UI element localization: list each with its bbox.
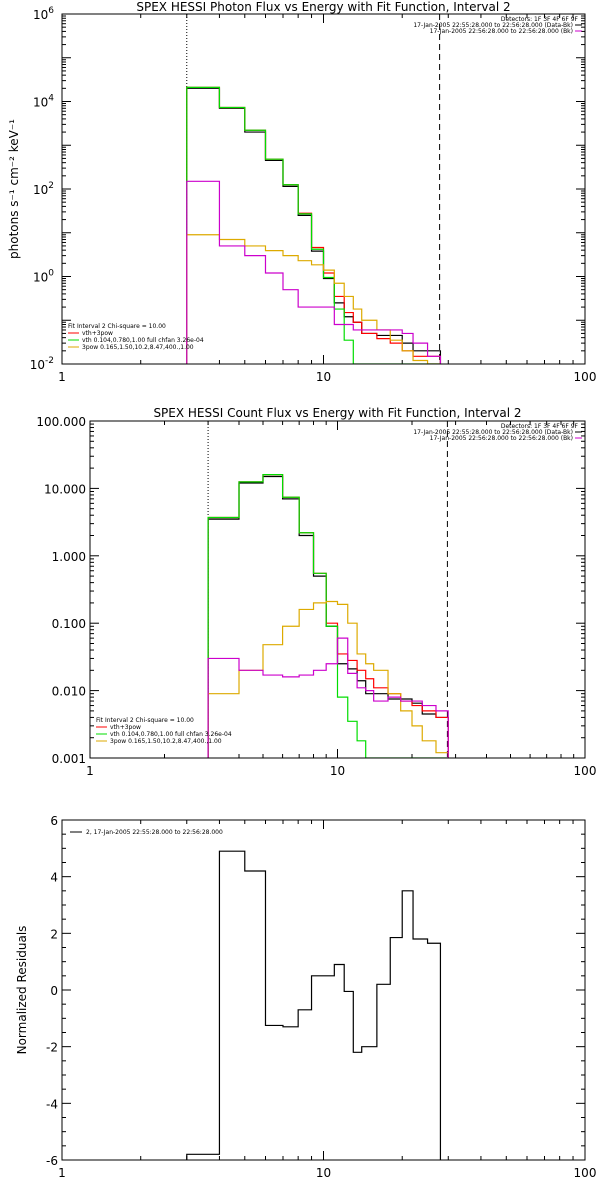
x-tick-label: 10: [316, 1166, 331, 1180]
x-tick-label: 10: [316, 370, 331, 384]
info-line-3: 17-Jan-2005 22:56:28.000 to 22:56:28.000…: [430, 435, 573, 442]
info-line-2: 17-Jan-2005 22:55:28.000 to 22:56:28.000…: [413, 22, 573, 29]
series-group: [207, 474, 449, 758]
y-tick-label: 6: [50, 814, 58, 828]
series-group: [186, 86, 442, 364]
panel-1: SPEX HESSI Photon Flux vs Energy with Fi…: [7, 0, 596, 384]
y-tick-label: -6: [46, 1154, 58, 1168]
series-vth: [207, 474, 449, 758]
series-3pow: [186, 234, 441, 364]
y-tick-label: 102: [33, 181, 54, 197]
legend-line-2: vth+3pow: [110, 724, 141, 731]
y-tick-label: 100: [33, 269, 54, 285]
x-tick-label: 100: [574, 1166, 597, 1180]
y-axis-ticks: [90, 423, 585, 759]
y-tick-label: 104: [33, 94, 54, 110]
y-tick-label: 0.001: [52, 752, 86, 766]
series-3pow: [207, 600, 449, 758]
chart-title: SPEX HESSI Photon Flux vs Energy with Fi…: [136, 0, 510, 14]
legend-line-3: vth 0.104,0.780,1.00 full chfan 3.26e-04: [82, 337, 204, 344]
y-tick-label: 106: [33, 6, 54, 22]
y-axis-ticks: [62, 15, 585, 365]
y-axis-label: Normalized Residuals: [15, 926, 29, 1055]
legend-line-1: 2, 17-Jan-2005 22:55:28.000 to 22:56:28.…: [86, 829, 223, 836]
panel-2: SPEX HESSI Count Flux vs Energy with Fit…: [36, 406, 596, 778]
legend-line-2: vth+3pow: [82, 330, 113, 337]
y-tick-label: 1.000: [52, 550, 86, 564]
plot-frame: [61, 819, 586, 1161]
x-tick-label: 1: [86, 764, 94, 778]
legend-line-1: Fit Interval 2 Chi-square = 10.00: [96, 717, 194, 724]
y-tick-label: -2: [46, 1041, 58, 1055]
plot-frame: [61, 13, 586, 365]
legend-line-3: vth 0.104,0.780,1.00 full chfan 3.26e-04: [110, 731, 232, 738]
plot-frame: [89, 420, 586, 759]
legend-line-1: Fit Interval 2 Chi-square = 10.00: [68, 323, 166, 330]
y-tick-label: 10.000: [44, 482, 86, 496]
x-tick-label: 100: [574, 764, 597, 778]
panels: SPEX HESSI Photon Flux vs Energy with Fi…: [7, 0, 596, 1180]
info-line-1: Detectors: 1F 3F 4F 6F 9F: [501, 423, 579, 430]
series-group: [186, 850, 442, 1160]
x-tick-label: 1: [58, 1166, 66, 1180]
legend-line-4: 3pow 0.165,1.50,10.2,8.47,400.,1.00: [82, 344, 194, 351]
chart-title: SPEX HESSI Count Flux vs Energy with Fit…: [153, 406, 521, 420]
y-tick-label: -4: [46, 1097, 58, 1111]
series-bk: [207, 637, 449, 758]
info-line-3: 17-Jan-2005 22:56:28.000 to 22:56:28.000…: [430, 28, 573, 35]
x-tick-label: 1: [58, 370, 66, 384]
y-tick-label: 10-2: [30, 356, 54, 372]
x-tick-label: 100: [574, 370, 597, 384]
info-line-2: 17-Jan-2005 22:55:28.000 to 22:56:28.000…: [413, 429, 573, 436]
y-tick-label: 100.000: [36, 415, 86, 429]
y-tick-label: 0.100: [52, 617, 86, 631]
y-tick-label: 2: [50, 927, 58, 941]
panel-3: Normalized Residuals 1 10 100 -6 -4 -2 0 2 4 6 2, 1…: [15, 814, 596, 1180]
y-tick-label: 4: [50, 871, 58, 885]
series-2-17-jan-2005-22-55-28-000-to-22-56-28-000: [186, 850, 442, 1160]
series-vth: [186, 86, 441, 364]
legend-line-4: 3pow 0.165,1.50,10.2,8.47,400.,1.00: [110, 738, 222, 745]
y-axis-label: photons s⁻¹ cm⁻² keV⁻¹: [7, 119, 21, 259]
y-tick-label: 0.010: [52, 685, 86, 699]
info-line-1: Detectors: 1F 3F 4F 6F 9F: [501, 16, 579, 23]
series-bk: [186, 180, 442, 364]
y-tick-label: 0: [50, 984, 58, 998]
x-tick-label: 10: [330, 764, 345, 778]
